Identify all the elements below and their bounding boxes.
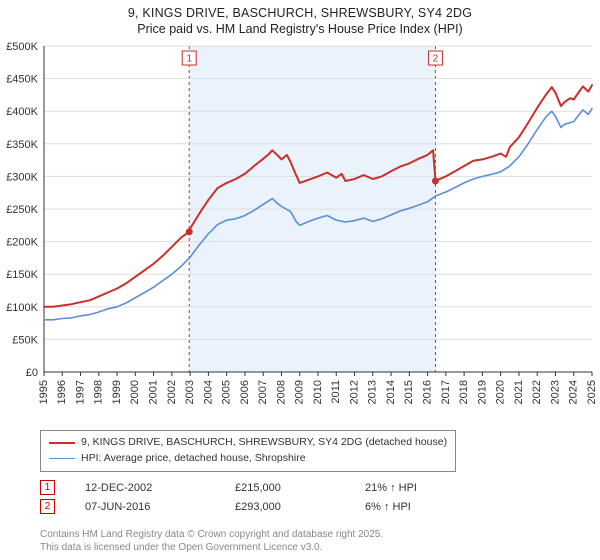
svg-text:2025: 2025 <box>586 380 598 404</box>
marker-table: 1 12-DEC-2002 £215,000 21% ↑ HPI 2 07-JUN-201… <box>40 480 465 518</box>
svg-text:£400K: £400K <box>6 106 38 118</box>
marker-delta: 6% ↑ HPI <box>365 501 465 513</box>
svg-text:2000: 2000 <box>129 380 141 404</box>
svg-text:£200K: £200K <box>6 237 38 249</box>
legend-swatch <box>49 458 75 459</box>
svg-text:£300K: £300K <box>6 171 38 183</box>
marker-date: 07-JUN-2016 <box>85 501 205 513</box>
svg-text:£250K: £250K <box>6 204 38 216</box>
chart-title-block: 9, KINGS DRIVE, BASCHURCH, SHREWSBURY, S… <box>0 0 600 38</box>
svg-text:2014: 2014 <box>385 380 397 404</box>
legend-label: HPI: Average price, detached house, Shro… <box>81 451 306 467</box>
svg-text:2010: 2010 <box>312 380 324 404</box>
chart-area: £0 £50K £100K £150K £200K £250K £300K £350K £400… <box>0 40 600 420</box>
footer-line1: Contains HM Land Registry data © Crown c… <box>40 528 383 541</box>
svg-text:2013: 2013 <box>367 380 379 404</box>
marker-delta: 21% ↑ HPI <box>365 482 465 494</box>
svg-text:2012: 2012 <box>348 380 360 404</box>
svg-text:2011: 2011 <box>330 380 342 404</box>
svg-text:2020: 2020 <box>495 380 507 404</box>
legend: 9, KINGS DRIVE, BASCHURCH, SHREWSBURY, S… <box>40 430 456 472</box>
footer-line2: This data is licensed under the Open Gov… <box>40 541 383 554</box>
marker-badge: 2 <box>40 499 55 514</box>
marker-badge: 1 <box>40 480 55 495</box>
chart-title-line1: 9, KINGS DRIVE, BASCHURCH, SHREWSBURY, S… <box>0 6 600 20</box>
chart-svg: £0 £50K £100K £150K £200K £250K £300K £350K £400… <box>0 40 600 420</box>
legend-label: 9, KINGS DRIVE, BASCHURCH, SHREWSBURY, S… <box>81 435 447 451</box>
legend-item: HPI: Average price, detached house, Shro… <box>49 451 447 467</box>
svg-text:2006: 2006 <box>239 380 251 404</box>
marker-row: 2 07-JUN-2016 £293,000 6% ↑ HPI <box>40 499 465 514</box>
svg-text:2018: 2018 <box>458 380 470 404</box>
svg-text:2024: 2024 <box>568 380 580 404</box>
marker-date: 12-DEC-2002 <box>85 482 205 494</box>
svg-text:£500K: £500K <box>6 41 38 53</box>
svg-text:1998: 1998 <box>93 380 105 404</box>
svg-text:2021: 2021 <box>513 380 525 404</box>
svg-text:2004: 2004 <box>202 380 214 404</box>
svg-text:2009: 2009 <box>294 380 306 404</box>
svg-text:2017: 2017 <box>440 380 452 404</box>
marker-row: 1 12-DEC-2002 £215,000 21% ↑ HPI <box>40 480 465 495</box>
svg-text:2022: 2022 <box>531 380 543 404</box>
svg-text:2023: 2023 <box>549 380 561 404</box>
svg-text:1995: 1995 <box>38 380 50 404</box>
legend-item: 9, KINGS DRIVE, BASCHURCH, SHREWSBURY, S… <box>49 435 447 451</box>
svg-text:£100K: £100K <box>6 302 38 314</box>
svg-text:1999: 1999 <box>111 380 123 404</box>
chart-title-line2: Price paid vs. HM Land Registry's House … <box>0 22 600 36</box>
svg-text:2019: 2019 <box>476 380 488 404</box>
legend-swatch <box>49 442 75 444</box>
svg-text:£350K: £350K <box>6 139 38 151</box>
svg-text:2003: 2003 <box>184 380 196 404</box>
svg-text:1997: 1997 <box>74 380 86 404</box>
svg-text:1996: 1996 <box>56 380 68 404</box>
marker-price: £215,000 <box>235 482 335 494</box>
svg-text:2008: 2008 <box>275 380 287 404</box>
svg-text:£0: £0 <box>26 367 38 379</box>
svg-text:2015: 2015 <box>403 380 415 404</box>
svg-text:2001: 2001 <box>148 380 160 404</box>
svg-text:2: 2 <box>433 54 439 65</box>
svg-text:£150K: £150K <box>6 269 38 281</box>
svg-text:2007: 2007 <box>257 380 269 404</box>
svg-text:£450K: £450K <box>6 74 38 86</box>
footer-attribution: Contains HM Land Registry data © Crown c… <box>40 528 383 554</box>
svg-text:2016: 2016 <box>422 380 434 404</box>
svg-text:2005: 2005 <box>221 380 233 404</box>
svg-text:1: 1 <box>186 54 192 65</box>
svg-text:£50K: £50K <box>12 334 38 346</box>
marker-price: £293,000 <box>235 501 335 513</box>
svg-text:2002: 2002 <box>166 380 178 404</box>
